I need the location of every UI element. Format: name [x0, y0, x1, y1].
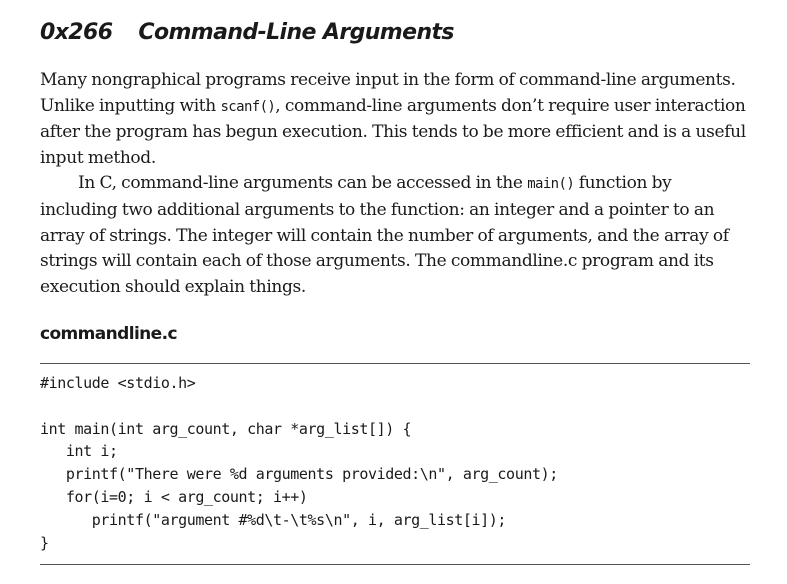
section-heading: 0x266 Command-Line Arguments: [40, 18, 750, 48]
paragraph-intro-text-1: Many nongraphical programs receive input…: [40, 70, 736, 116]
paragraph-intro-text-2: , command-line arguments don’t require u…: [40, 95, 746, 168]
section-number: 0x266: [40, 20, 113, 45]
listing-title: commandline.c: [40, 324, 178, 344]
paragraph-main: In C, command-line arguments can be acce…: [40, 171, 750, 300]
paragraph-main-text-2: function by including two additional arg…: [40, 173, 729, 297]
paragraph-intro: Many nongraphical programs receive input…: [40, 68, 750, 171]
paragraph-main-text-1: In C, command-line arguments can be acce…: [78, 173, 528, 194]
inline-code-scanf: scanf(): [220, 98, 276, 115]
section-title: Command-Line Arguments: [138, 20, 454, 45]
code-listing-text: #include <stdio.h> int main(int arg_coun…: [40, 374, 558, 552]
code-listing: #include <stdio.h> int main(int arg_coun…: [40, 363, 750, 566]
page: 0x266 Command-Line Arguments Many nongrap…: [40, 18, 750, 566]
inline-code-main: main(): [527, 176, 575, 193]
